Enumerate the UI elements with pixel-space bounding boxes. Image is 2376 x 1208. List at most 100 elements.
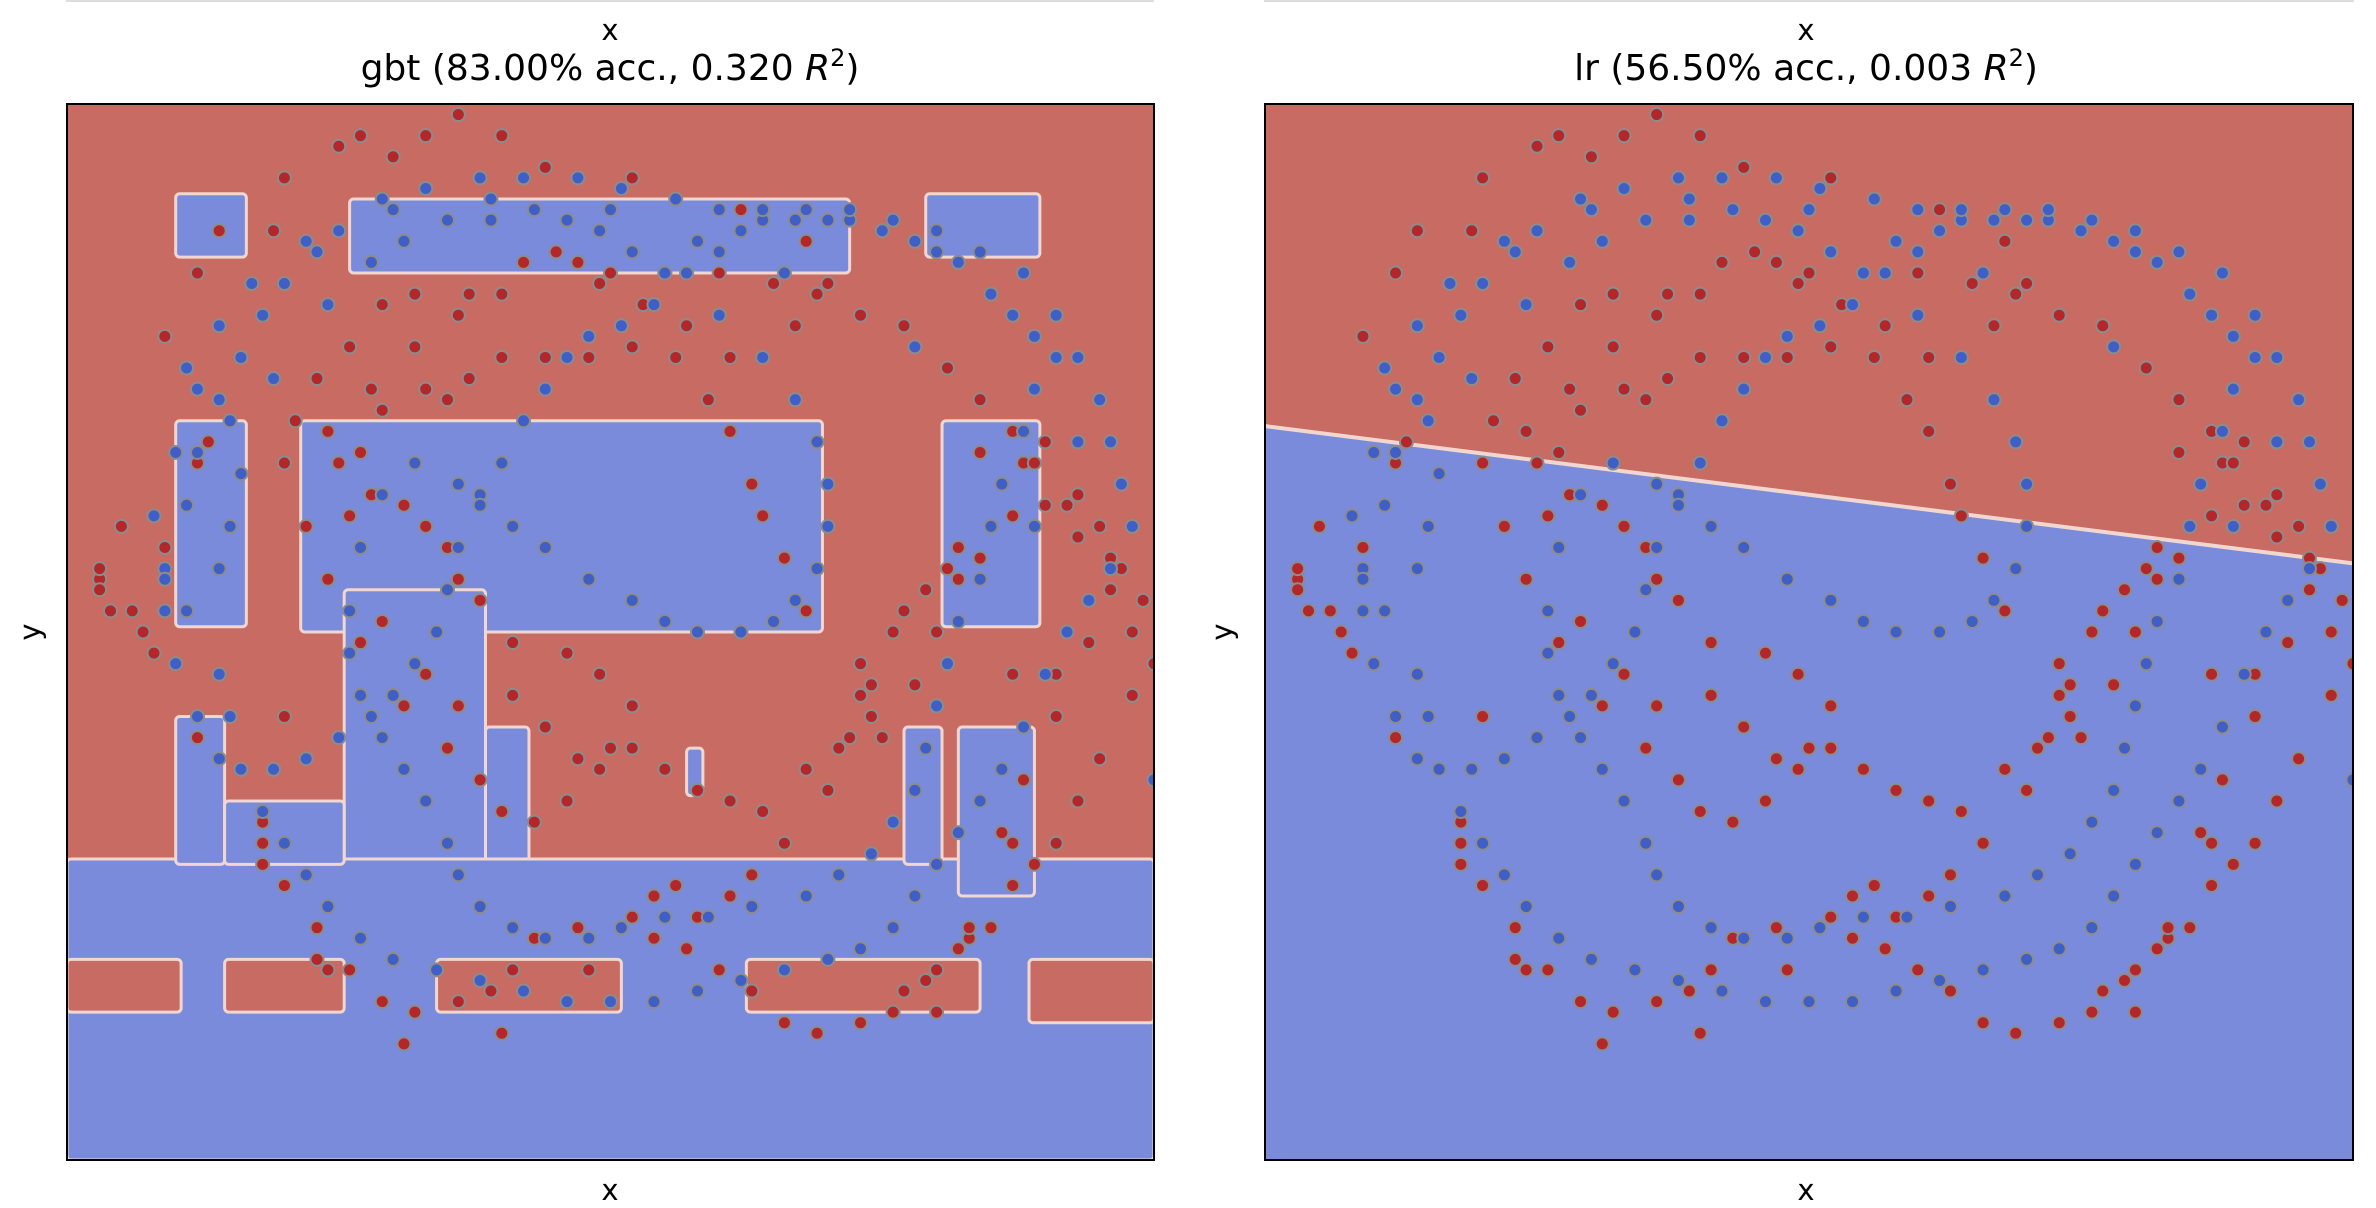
point-class-a <box>124 603 140 619</box>
point-class-a <box>1953 804 1969 820</box>
point-class-a <box>624 698 640 714</box>
point-class-b <box>1496 867 1512 883</box>
point-class-b <box>1855 265 1871 281</box>
point-class-b <box>2214 423 2230 439</box>
point-class-b <box>407 455 423 471</box>
point-class-b <box>342 645 358 661</box>
point-class-a <box>1747 244 1763 260</box>
point-class-a <box>1975 1015 1991 1031</box>
point-class-b <box>342 603 358 619</box>
point-class-b <box>1823 244 1839 260</box>
point-class-a <box>2204 666 2220 682</box>
point-class-b <box>1932 223 1948 239</box>
point-class-a <box>418 381 434 397</box>
point-class-a <box>1388 265 1404 281</box>
point-class-b <box>853 941 869 957</box>
point-class-b <box>179 360 195 376</box>
point-class-a <box>559 645 575 661</box>
point-class-a <box>1070 793 1086 809</box>
point-class-a <box>2149 941 2165 957</box>
point-class-b <box>439 835 455 851</box>
point-class-a <box>1703 687 1719 703</box>
point-class-a <box>1921 349 1937 365</box>
point-class-b <box>526 202 542 218</box>
point-class-b <box>255 804 271 820</box>
point-class-a <box>331 138 347 154</box>
point-class-b <box>983 518 999 534</box>
point-class-a <box>320 571 336 587</box>
point-class-a <box>352 128 368 144</box>
point-class-a <box>1660 286 1676 302</box>
point-class-a <box>1725 814 1741 830</box>
point-class-a <box>1518 423 1534 439</box>
decision-regions <box>1265 104 2353 566</box>
x-axis-label: x <box>1797 1173 1814 1207</box>
point-class-a <box>1823 740 1839 756</box>
point-class-a <box>363 381 379 397</box>
decision-boundary <box>1265 424 2353 566</box>
point-class-a <box>668 349 684 365</box>
point-class-a <box>1823 339 1839 355</box>
point-class-a <box>2291 751 2307 767</box>
point-class-a <box>276 455 292 471</box>
point-class-a <box>200 434 216 450</box>
point-class-a <box>374 402 390 418</box>
point-class-b <box>2040 202 2056 218</box>
point-class-a <box>2334 592 2350 608</box>
point-class-b <box>2258 624 2274 640</box>
point-class-a <box>450 698 466 714</box>
point-class-a <box>1388 730 1404 746</box>
point-class-b <box>472 972 488 988</box>
point-class-b <box>820 951 836 967</box>
point-class-a <box>1016 772 1032 788</box>
point-class-b <box>2193 476 2209 492</box>
point-class-a <box>1529 138 1545 154</box>
point-class-b <box>1005 307 1021 323</box>
point-class-b <box>374 191 390 207</box>
point-class-a <box>1779 962 1795 978</box>
point-class-a <box>298 518 314 534</box>
point-class-b <box>2269 434 2285 450</box>
point-class-b <box>1975 962 1991 978</box>
point-class-b <box>2214 265 2230 281</box>
point-class-a <box>939 561 955 577</box>
point-class-a <box>972 444 988 460</box>
point-class-a <box>1921 423 1937 439</box>
point-class-a <box>157 328 173 344</box>
point-class-a <box>1942 983 1958 999</box>
point-class-a <box>1135 592 1151 608</box>
point-class-a <box>211 223 227 239</box>
point-class-b <box>1146 772 1154 788</box>
point-class-b <box>1703 518 1719 534</box>
point-class-a <box>1048 835 1064 851</box>
point-class-b <box>1026 518 1042 534</box>
point-class-b <box>1518 899 1534 915</box>
point-class-a <box>1605 1004 1621 1020</box>
point-class-b <box>1932 624 1948 640</box>
point-class-b <box>874 223 890 239</box>
point-class-a <box>744 476 760 492</box>
point-class-a <box>1475 708 1491 724</box>
point-class-b <box>2269 349 2285 365</box>
point-class-a <box>461 286 477 302</box>
point-class-a <box>820 782 836 798</box>
point-class-a <box>776 1015 792 1031</box>
point-class-b <box>483 191 499 207</box>
point-class-b <box>1681 212 1697 228</box>
point-class-b <box>1496 751 1512 767</box>
point-class-a <box>1616 518 1632 534</box>
point-class-b <box>603 994 618 1010</box>
point-class-b <box>429 624 445 640</box>
point-class-b <box>711 202 727 218</box>
point-class-b <box>2029 867 2045 883</box>
point-class-a <box>1573 297 1589 313</box>
point-class-a <box>1638 392 1654 408</box>
point-class-b <box>2214 719 2230 735</box>
point-class-b <box>1070 434 1086 450</box>
decision-region <box>174 192 248 259</box>
point-class-b <box>2106 339 2122 355</box>
point-class-a <box>2127 962 2143 978</box>
point-class-b <box>809 561 825 577</box>
point-class-b <box>1855 909 1871 925</box>
